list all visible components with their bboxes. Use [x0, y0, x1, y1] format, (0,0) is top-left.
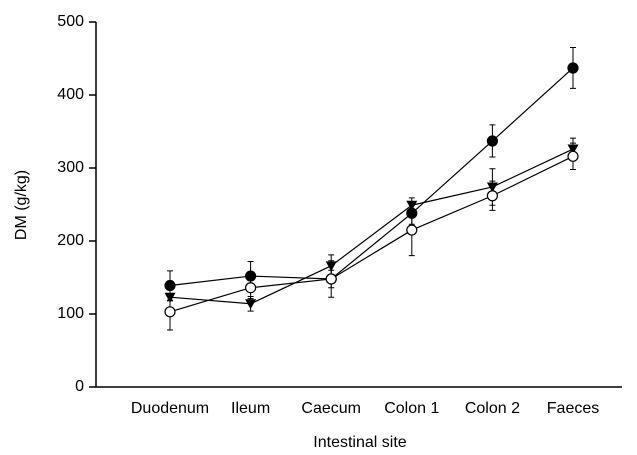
y-tick-label: 500: [57, 13, 84, 30]
marker: [164, 306, 176, 318]
marker: [567, 150, 579, 162]
x-tick-label: Faeces: [547, 400, 599, 417]
series-line: [169, 67, 574, 287]
marker: [245, 299, 257, 310]
marker: [406, 224, 418, 236]
x-tick-label: Caecum: [301, 400, 361, 417]
x-tick-label: Ileum: [231, 400, 270, 417]
marker: [486, 182, 498, 193]
marker: [406, 200, 418, 211]
marker: [245, 282, 257, 294]
y-tick-label: 0: [75, 378, 84, 395]
x-tick-label: Colon 2: [465, 400, 520, 417]
x-axis-label: Intestinal site: [313, 434, 406, 451]
marker: [486, 135, 498, 147]
marker: [245, 270, 257, 282]
y-tick-label: 400: [57, 86, 84, 103]
series-line: [169, 155, 574, 313]
marker: [164, 279, 176, 292]
marker: [486, 190, 498, 202]
marker: [325, 273, 337, 285]
y-axis-label: DM (g/kg): [13, 170, 30, 240]
y-tick-label: 300: [57, 159, 84, 176]
x-tick-label: Duodenum: [131, 400, 209, 417]
marker: [164, 292, 176, 303]
y-tick-label: 100: [57, 305, 84, 322]
marker: [567, 144, 579, 155]
marker: [567, 62, 579, 74]
y-tick-label: 200: [57, 232, 84, 249]
marker: [325, 261, 337, 272]
series-line: [169, 148, 574, 305]
x-tick-label: Colon 1: [384, 400, 439, 417]
